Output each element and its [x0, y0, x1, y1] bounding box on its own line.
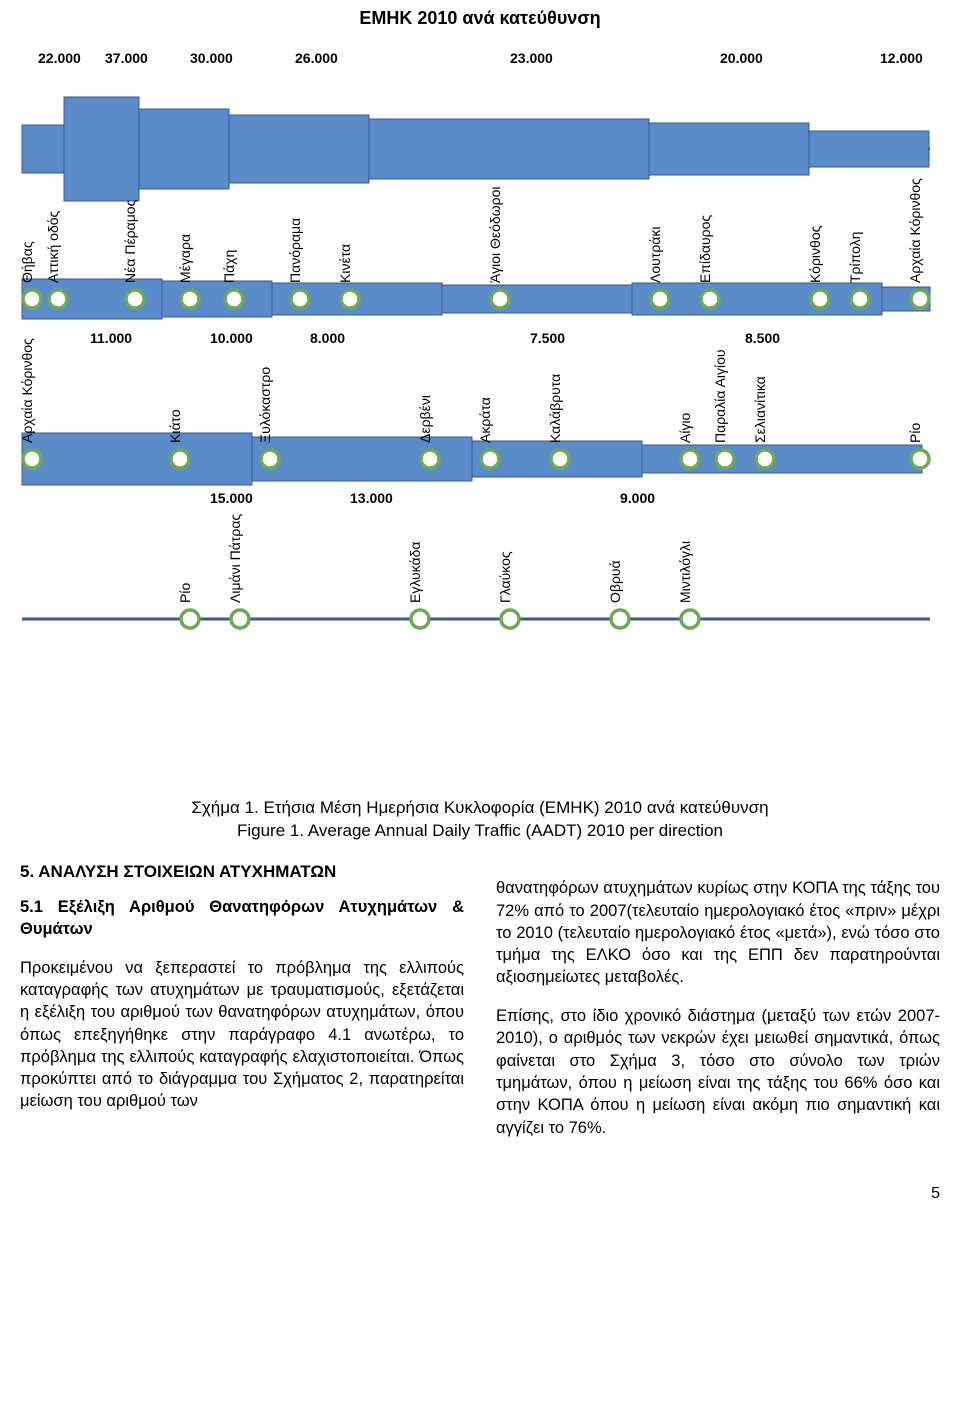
traffic-segment: [649, 123, 809, 175]
traffic-segment: [442, 285, 632, 313]
node-marker: [851, 290, 869, 308]
traffic-value: 11.000: [90, 330, 132, 346]
traffic-value: 26.000: [295, 50, 338, 66]
subsection-heading: 5.1 Εξέλιξη Αριθμού Θανατηφόρων Ατυχημάτ…: [20, 896, 464, 941]
node-marker: [231, 610, 249, 628]
node-label: Δερβένι: [417, 395, 433, 443]
node-label: Εγλυκάδα: [407, 542, 423, 603]
node-marker: [23, 450, 41, 468]
node-marker: [811, 290, 829, 308]
right-paragraph-1: θανατηφόρων ατυχημάτων κυρίως στην ΚΟΠΑ …: [496, 877, 940, 988]
traffic-value: 30.000: [190, 50, 233, 66]
node-label: Οβρυά: [607, 560, 623, 603]
node-marker: [411, 610, 429, 628]
node-label: Τρίπολη: [847, 232, 863, 283]
node-label: Αρχαία Κόρινθος: [20, 338, 35, 443]
caption-line-greek: Σχήμα 1. Ετήσια Μέση Ημερήσια Κυκλοφορία…: [191, 798, 768, 817]
traffic-value: 22.000: [38, 50, 81, 66]
traffic-segment: [369, 119, 649, 179]
node-label: Αρχαία Κόρινθος: [907, 178, 923, 283]
node-marker: [681, 450, 699, 468]
node-marker: [341, 290, 359, 308]
node-marker: [756, 450, 774, 468]
chart-title: ΕΜΗΚ 2010 ανά κατεύθυνση: [20, 8, 940, 29]
node-marker: [261, 450, 279, 468]
node-marker: [551, 450, 569, 468]
traffic-value: 10.000: [210, 330, 253, 346]
node-label: Σελιανίτικα: [752, 376, 768, 443]
node-label: Λουτράκι: [647, 227, 663, 284]
page-number: 5: [20, 1185, 940, 1203]
node-label: Επίδαυρος: [697, 215, 713, 283]
figure-caption: Σχήμα 1. Ετήσια Μέση Ημερήσια Κυκλοφορία…: [20, 797, 940, 843]
node-marker: [421, 450, 439, 468]
traffic-value: 15.000: [210, 490, 253, 506]
node-label: Ρίο: [907, 423, 923, 443]
node-marker: [171, 450, 189, 468]
node-label: Κινέτα: [337, 244, 353, 283]
traffic-value: 37.000: [105, 50, 148, 66]
traffic-segment: [22, 125, 64, 173]
left-paragraph: Προκειμένου να ξεπεραστεί το πρόβλημα τη…: [20, 957, 464, 1113]
node-marker: [49, 290, 67, 308]
node-marker: [181, 610, 199, 628]
traffic-segment: [22, 433, 252, 485]
body-columns: 5. ΑΝΑΛΥΣΗ ΣΤΟΙΧΕΙΩΝ ΑΤΥΧΗΜΑΤΩΝ 5.1 Εξέλ…: [20, 861, 940, 1155]
node-marker: [651, 290, 669, 308]
node-marker: [501, 610, 519, 628]
node-label: Αττική οδός: [45, 210, 61, 283]
traffic-segment: [139, 109, 229, 189]
node-label: Καλάβρυτα: [547, 374, 563, 443]
node-label: Κιάτο: [167, 409, 183, 443]
right-column: θανατηφόρων ατυχημάτων κυρίως στην ΚΟΠΑ …: [496, 861, 940, 1155]
traffic-value: 7.500: [530, 330, 565, 346]
node-label: Πανόραμα: [287, 218, 303, 283]
page-root: ΕΜΗΚ 2010 ανά κατεύθυνση 22.000 37.000 30.…: [0, 8, 960, 1223]
traffic-segment: [64, 97, 139, 201]
traffic-diagram: 22.000 37.000 30.000 26.000 23.000 20.000 12.0…: [20, 33, 940, 793]
node-marker: [716, 450, 734, 468]
node-marker: [126, 290, 144, 308]
right-paragraph-2: Επίσης, στο ίδιο χρονικό διάστημα (μεταξ…: [496, 1005, 940, 1139]
node-marker: [701, 290, 719, 308]
traffic-value: 13.000: [350, 490, 393, 506]
node-label: Παραλία Αιγίου: [712, 349, 728, 443]
node-label: Αίγιο: [677, 412, 693, 443]
node-marker: [291, 290, 309, 308]
node-label: Άγιοι Θεόδωροι: [487, 187, 503, 284]
node-label: Ρίο: [177, 583, 193, 603]
node-label: Μιντιλόγλι: [677, 541, 693, 603]
traffic-value: 9.000: [620, 490, 655, 506]
section-heading: 5. ΑΝΑΛΥΣΗ ΣΤΟΙΧΕΙΩΝ ΑΤΥΧΗΜΑΤΩΝ: [20, 861, 464, 884]
node-marker: [225, 290, 243, 308]
node-label: Ακράτα: [477, 397, 493, 443]
left-column: 5. ΑΝΑΛΥΣΗ ΣΤΟΙΧΕΙΩΝ ΑΤΥΧΗΜΑΤΩΝ 5.1 Εξέλ…: [20, 861, 464, 1155]
node-marker: [681, 610, 699, 628]
traffic-segment: [229, 115, 369, 183]
node-marker: [481, 450, 499, 468]
node-label: Λιμάνι Πάτρας: [227, 514, 243, 603]
traffic-value: 23.000: [510, 50, 553, 66]
node-marker: [23, 290, 41, 308]
node-label: Κόρινθος: [807, 225, 823, 283]
node-label: Γλαύκος: [497, 551, 513, 603]
caption-line-english: Figure 1. Average Annual Daily Traffic (…: [237, 821, 723, 840]
node-label: Νέα Πέραμος: [122, 199, 138, 283]
node-label: Μέγαρα: [177, 234, 193, 283]
node-marker: [911, 290, 929, 308]
node-marker: [611, 610, 629, 628]
traffic-value: 20.000: [720, 50, 763, 66]
traffic-segment: [162, 281, 272, 317]
node-marker: [911, 450, 929, 468]
node-label: Θήβας: [20, 241, 35, 283]
node-label: Ξυλόκαστρο: [257, 367, 273, 443]
traffic-value: 8.500: [745, 330, 780, 346]
traffic-segment: [809, 131, 929, 167]
node-label: Πάχη: [221, 250, 237, 283]
traffic-value: 8.000: [310, 330, 345, 346]
traffic-value: 12.000: [880, 50, 923, 66]
node-marker: [491, 290, 509, 308]
node-marker: [181, 290, 199, 308]
